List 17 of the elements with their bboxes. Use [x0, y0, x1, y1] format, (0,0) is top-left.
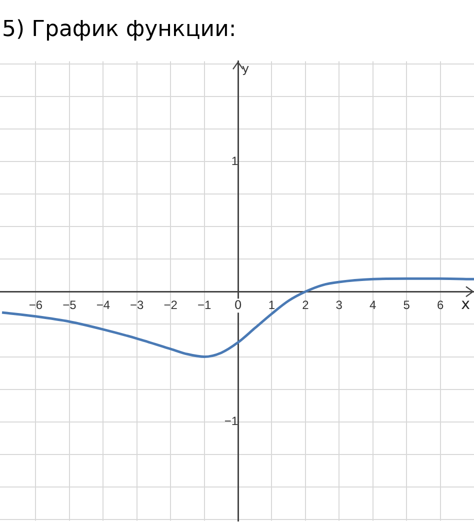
x-tick-label: −1: [197, 298, 212, 312]
x-tick-label: 4: [370, 298, 377, 312]
x-tick-label: −4: [96, 298, 110, 312]
x-tick-label: 3: [336, 298, 343, 312]
chart-title: 5) График функции:: [1, 16, 238, 44]
x-tick-label: 6: [436, 298, 444, 312]
x-tick-label: −3: [130, 298, 144, 312]
y-axis-title: y: [242, 61, 250, 76]
x-tick-label: 2: [302, 298, 310, 312]
x-axis-title: x: [461, 295, 470, 314]
x-tick-label: 0: [234, 298, 242, 312]
x-tick-label: 1: [268, 298, 276, 312]
x-tick-label: −5: [62, 298, 77, 312]
x-tick-label: −2: [164, 298, 178, 312]
x-tick-label: 5: [403, 298, 410, 312]
x-tick-label: −6: [28, 298, 43, 312]
line-series: [0, 277, 474, 358]
